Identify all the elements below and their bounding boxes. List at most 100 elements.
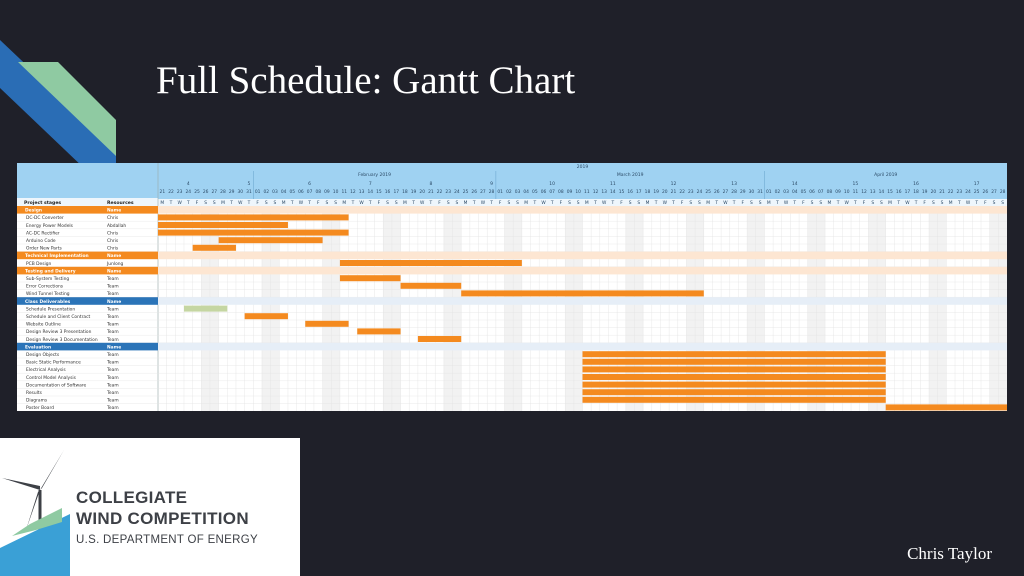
weekday-letter: S xyxy=(274,200,277,206)
weekday-letter: S xyxy=(698,200,701,206)
day-number: 24 xyxy=(965,189,971,195)
wind-turbine-icon xyxy=(0,450,70,576)
day-number: 21 xyxy=(428,189,434,195)
month-label: February 2019 xyxy=(358,172,391,178)
day-number: 19 xyxy=(653,189,659,195)
day-number: 10 xyxy=(333,189,339,195)
task-bar xyxy=(183,305,228,312)
weekday-letter: T xyxy=(836,200,840,206)
task-name: Wind Tunnel Testing xyxy=(26,291,70,297)
task-resource: Team xyxy=(106,291,119,297)
group-row-label-band xyxy=(17,251,158,260)
weekday-letter: F xyxy=(984,200,987,206)
day-number: 20 xyxy=(931,189,937,195)
task-resource: Team xyxy=(106,398,119,404)
task-name: Basic Static Performance xyxy=(26,360,81,366)
weekday-letter: T xyxy=(610,200,614,206)
day-number: 05 xyxy=(289,189,295,195)
weekend-shade xyxy=(634,206,644,411)
weekday-letter: S xyxy=(265,200,268,206)
day-number: 03 xyxy=(783,189,789,195)
task-resource: Team xyxy=(106,314,119,320)
weekday-letter: S xyxy=(880,200,883,206)
day-number: 06 xyxy=(298,189,304,195)
weekend-shade xyxy=(755,206,765,411)
weekday-letter: W xyxy=(845,200,850,206)
task-bar xyxy=(158,214,349,221)
weekday-letter: S xyxy=(811,200,814,206)
task-name: Control Model Analysis xyxy=(26,375,77,381)
day-number: 11 xyxy=(341,189,347,195)
task-resource: Team xyxy=(106,360,119,366)
weekday-letter: T xyxy=(533,200,537,206)
weekday-letter: F xyxy=(681,200,684,206)
week-number: 8 xyxy=(429,181,432,187)
day-number: 22 xyxy=(437,189,443,195)
weekday-letter: S xyxy=(386,200,389,206)
task-bar xyxy=(400,282,462,289)
task-bar xyxy=(417,336,462,342)
day-number: 26 xyxy=(714,189,720,195)
weekday-letter: S xyxy=(577,200,580,206)
weekday-letter: F xyxy=(317,200,320,206)
task-bar xyxy=(158,229,349,236)
weekday-letter: T xyxy=(429,200,433,206)
day-number: 17 xyxy=(636,189,642,195)
task-bar xyxy=(885,404,1007,411)
day-number: 21 xyxy=(160,189,166,195)
day-number: 08 xyxy=(827,189,833,195)
day-number: 26 xyxy=(203,189,209,195)
weekday-letter: T xyxy=(247,200,251,206)
weekend-shade xyxy=(331,206,340,411)
group-row-resource: Name xyxy=(107,299,121,305)
day-number: 09 xyxy=(567,189,573,195)
day-number: 04 xyxy=(523,189,529,195)
weekday-letter: W xyxy=(238,200,243,206)
task-bar xyxy=(158,222,288,228)
weekday-letter: W xyxy=(481,200,486,206)
day-number: 27 xyxy=(480,189,486,195)
week-number: 4 xyxy=(187,181,190,187)
weekday-letter: M xyxy=(524,200,528,206)
day-number: 19 xyxy=(922,189,928,195)
weekday-letter: M xyxy=(646,200,650,206)
task-name: Error Corrections xyxy=(26,284,64,290)
task-name: Sub-System Testing xyxy=(26,276,69,282)
day-number: 28 xyxy=(731,189,737,195)
day-number: 20 xyxy=(662,189,668,195)
day-number: 25 xyxy=(463,189,469,195)
task-resource: Junlong xyxy=(106,261,124,267)
day-number: 16 xyxy=(627,189,633,195)
day-number: 02 xyxy=(263,189,269,195)
weekend-shade xyxy=(391,206,401,411)
weekday-letter: S xyxy=(750,200,753,206)
day-number: 18 xyxy=(913,189,919,195)
weekday-letter: T xyxy=(472,200,476,206)
day-number: 22 xyxy=(679,189,685,195)
weekday-letter: T xyxy=(974,200,978,206)
weekday-letter: T xyxy=(489,200,493,206)
week-number: 13 xyxy=(731,181,737,187)
task-bar xyxy=(582,374,886,380)
day-number: 27 xyxy=(723,189,729,195)
weekday-letter: W xyxy=(663,200,668,206)
day-number: 04 xyxy=(792,189,798,195)
weekday-letter: T xyxy=(307,200,311,206)
weekday-letter: F xyxy=(560,200,563,206)
weekday-letter: W xyxy=(602,200,607,206)
task-bar xyxy=(582,381,886,388)
day-number: 03 xyxy=(515,189,521,195)
task-resource: Team xyxy=(106,276,119,282)
task-resource: Team xyxy=(106,352,119,358)
day-number: 18 xyxy=(645,189,651,195)
weekday-letter: S xyxy=(568,200,571,206)
task-name: Website Outline xyxy=(26,322,61,328)
group-row-name: Design xyxy=(25,208,42,214)
corner-decoration xyxy=(0,40,116,170)
day-number: 17 xyxy=(393,189,399,195)
day-number: 21 xyxy=(939,189,945,195)
weekday-letter: W xyxy=(784,200,789,206)
day-number: 07 xyxy=(307,189,313,195)
weekday-letter: M xyxy=(949,200,953,206)
weekday-letter: S xyxy=(637,200,640,206)
